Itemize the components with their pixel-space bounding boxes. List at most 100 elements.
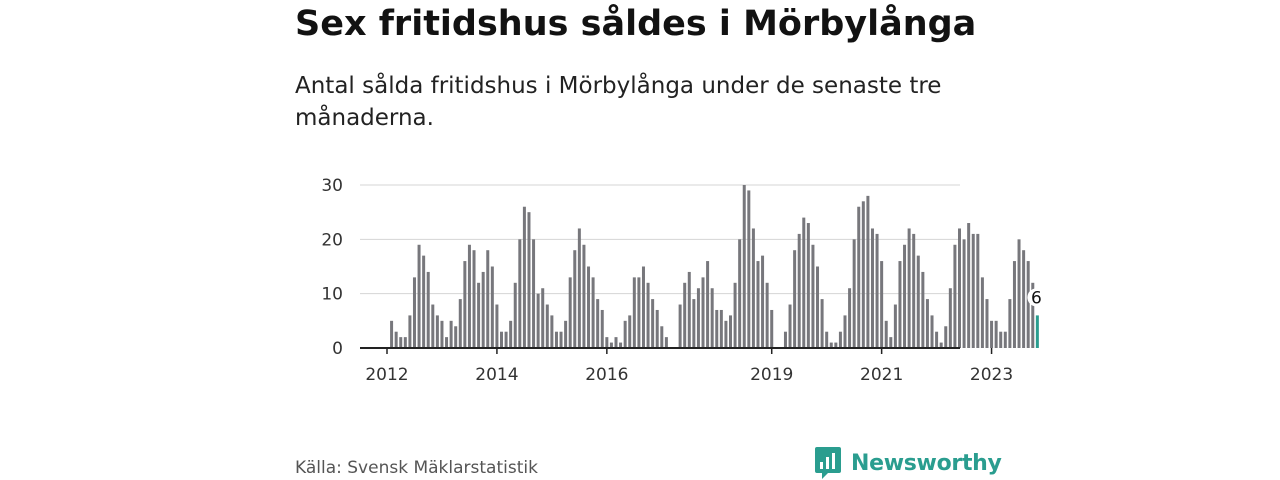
highlight-label-bg bbox=[1027, 288, 1046, 307]
bar bbox=[912, 233, 916, 348]
bar bbox=[994, 320, 998, 348]
bar bbox=[884, 320, 888, 348]
bar bbox=[816, 266, 820, 348]
bar bbox=[651, 299, 655, 348]
bar bbox=[545, 304, 549, 348]
bar bbox=[793, 250, 797, 348]
bar bbox=[738, 239, 742, 348]
bar bbox=[930, 315, 934, 348]
bar bbox=[500, 331, 503, 348]
bar bbox=[486, 250, 490, 348]
bar bbox=[463, 261, 467, 348]
bar bbox=[619, 342, 623, 348]
bar bbox=[802, 217, 806, 348]
bar bbox=[573, 250, 577, 348]
bar bbox=[554, 331, 558, 348]
bar bbox=[875, 233, 879, 348]
bar bbox=[550, 315, 554, 348]
bar bbox=[921, 271, 925, 348]
bar bbox=[687, 271, 691, 348]
bar bbox=[848, 288, 852, 348]
bar bbox=[403, 337, 407, 348]
x-tick-label: 2019 bbox=[750, 365, 793, 385]
bar bbox=[664, 337, 668, 348]
bar bbox=[797, 233, 801, 348]
highlight-bar bbox=[1035, 315, 1039, 348]
bar bbox=[907, 228, 911, 348]
bar bbox=[733, 282, 737, 348]
bar bbox=[852, 239, 856, 348]
bar bbox=[458, 299, 462, 348]
bar bbox=[660, 326, 664, 348]
bar bbox=[614, 337, 618, 348]
y-axis-labels: 0 10 20 30 bbox=[321, 176, 343, 359]
bar bbox=[806, 223, 810, 348]
x-tick-label: 2023 bbox=[970, 365, 1013, 385]
x-tick-label: 2016 bbox=[585, 365, 628, 385]
bar bbox=[422, 255, 426, 348]
gridlines bbox=[360, 184, 960, 295]
bar bbox=[522, 206, 526, 348]
bar bbox=[577, 228, 581, 348]
bar bbox=[467, 244, 471, 348]
bar bbox=[472, 250, 476, 348]
chart-subtitle: Antal sålda fritidshus i Mörbylånga unde… bbox=[295, 73, 942, 131]
bar bbox=[751, 228, 755, 348]
bar bbox=[715, 309, 719, 348]
bar bbox=[783, 331, 787, 348]
bar bbox=[559, 331, 563, 348]
bar bbox=[811, 244, 815, 348]
bar bbox=[944, 326, 948, 348]
bar bbox=[568, 277, 572, 348]
bar bbox=[976, 233, 980, 348]
x-tick-label: 2014 bbox=[475, 365, 518, 385]
x-tick-label: 2021 bbox=[860, 365, 903, 385]
bar bbox=[390, 320, 394, 348]
x-axis bbox=[360, 347, 993, 354]
bar bbox=[770, 309, 774, 348]
bar bbox=[536, 293, 540, 348]
bar bbox=[481, 271, 485, 348]
bar bbox=[967, 223, 971, 348]
bar bbox=[985, 299, 989, 348]
bar bbox=[655, 309, 659, 348]
bar bbox=[935, 331, 939, 348]
bar bbox=[870, 228, 874, 348]
bar bbox=[861, 201, 865, 348]
bar bbox=[866, 195, 870, 348]
bar bbox=[761, 255, 765, 348]
bar bbox=[834, 342, 838, 348]
bar bbox=[495, 304, 499, 348]
bar bbox=[417, 244, 421, 348]
bar bbox=[394, 331, 398, 348]
bar bbox=[999, 331, 1003, 348]
bar bbox=[1031, 282, 1035, 348]
bar bbox=[596, 299, 600, 348]
bar bbox=[678, 304, 682, 348]
bar bbox=[939, 342, 943, 348]
bar bbox=[706, 261, 710, 348]
bar bbox=[399, 337, 403, 348]
bar bbox=[1022, 250, 1026, 348]
bar bbox=[504, 331, 508, 348]
y-tick-label: 30 bbox=[321, 176, 343, 196]
bar bbox=[980, 277, 984, 348]
bar bbox=[765, 282, 769, 348]
bar bbox=[701, 277, 705, 348]
y-tick-label: 20 bbox=[321, 230, 343, 250]
bar bbox=[582, 244, 586, 348]
bar bbox=[1017, 239, 1021, 348]
bar bbox=[445, 337, 449, 348]
bar bbox=[600, 309, 604, 348]
bar bbox=[609, 342, 613, 348]
bar bbox=[692, 299, 696, 348]
bar bbox=[820, 299, 824, 348]
brand-name: Newsworthy bbox=[851, 450, 1002, 476]
annotations: 6 bbox=[1027, 288, 1046, 308]
bar bbox=[843, 315, 847, 348]
bar bbox=[990, 320, 994, 348]
bar bbox=[710, 288, 714, 348]
bar bbox=[541, 288, 545, 348]
source-note: Källa: Svensk Mäklarstatistik bbox=[295, 458, 538, 478]
bar bbox=[1026, 261, 1030, 348]
